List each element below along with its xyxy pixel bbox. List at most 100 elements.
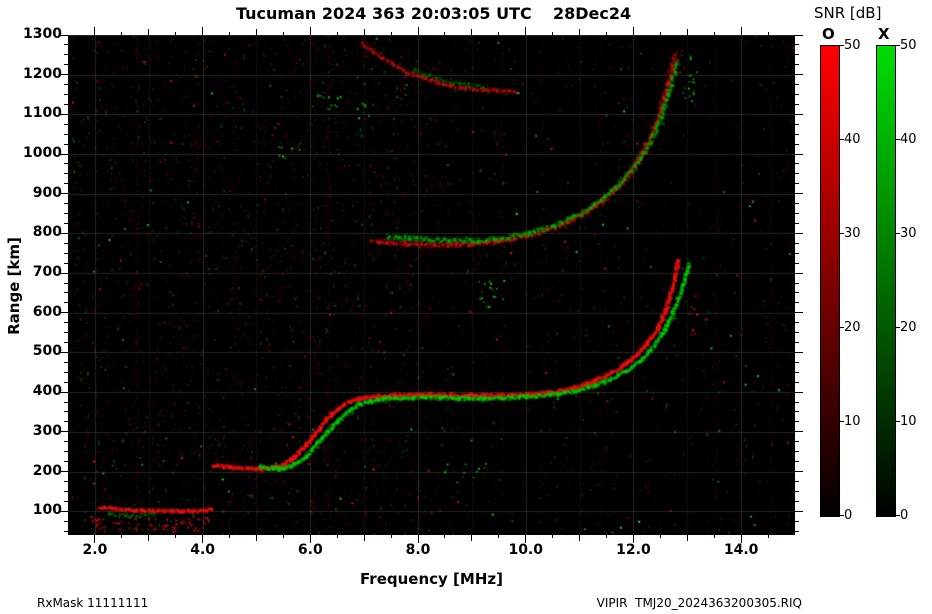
o-colorbar-tick-label: 30 bbox=[844, 226, 861, 241]
o-colorbar-tick-label: 40 bbox=[844, 132, 861, 147]
y-axis-tick bbox=[64, 282, 68, 284]
y-axis-tick bbox=[64, 213, 68, 215]
y-axis-tick bbox=[795, 461, 799, 463]
x-axis-tick bbox=[525, 27, 527, 35]
y-axis-tick bbox=[795, 133, 799, 135]
y-axis-tick bbox=[64, 84, 68, 86]
x-axis-tick bbox=[336, 535, 338, 538]
y-tick-label: 300 bbox=[32, 422, 62, 439]
y-axis-tick bbox=[795, 401, 799, 403]
x-colorbar-tick bbox=[896, 232, 900, 234]
y-axis-tick bbox=[795, 64, 799, 66]
y-axis-tick bbox=[795, 153, 803, 155]
y-tick-label: 700 bbox=[32, 264, 62, 281]
y-axis-tick bbox=[64, 480, 68, 482]
y-axis-tick bbox=[795, 421, 799, 423]
y-axis-tick bbox=[64, 222, 68, 224]
y-axis-tick bbox=[64, 361, 68, 363]
y-axis-tick bbox=[795, 272, 803, 274]
y-axis-tick bbox=[64, 242, 68, 244]
o-colorbar-tick bbox=[840, 420, 844, 422]
x-axis-tick bbox=[659, 32, 661, 35]
y-axis-tick bbox=[795, 441, 799, 443]
x-axis-tick bbox=[336, 32, 338, 35]
y-tick-label: 1200 bbox=[23, 65, 62, 82]
y-axis-tick bbox=[60, 471, 68, 472]
x-axis-tick bbox=[525, 535, 527, 543]
y-tick-label: 600 bbox=[32, 303, 62, 320]
y-axis-tick bbox=[64, 292, 68, 294]
y-tick-label: 900 bbox=[32, 184, 62, 201]
x-colorbar-tick bbox=[896, 44, 900, 46]
x-tick-label: 10.0 bbox=[508, 542, 543, 558]
x-axis-tick bbox=[444, 32, 446, 35]
x-axis-tick bbox=[498, 535, 500, 538]
x-colorbar-tick bbox=[896, 514, 900, 516]
y-axis-tick bbox=[795, 84, 799, 86]
y-axis-tick bbox=[795, 222, 799, 224]
x-axis-tick bbox=[148, 29, 150, 35]
o-colorbar-tick bbox=[840, 514, 844, 516]
x-axis-tick bbox=[121, 535, 123, 538]
y-axis-tick bbox=[64, 421, 68, 423]
x-colorbar-tick bbox=[896, 420, 900, 422]
x-axis-tick bbox=[255, 535, 257, 541]
y-axis-tick bbox=[795, 262, 799, 264]
y-axis-tick bbox=[795, 500, 799, 502]
x-axis-tick bbox=[552, 32, 554, 35]
y-axis-tick bbox=[60, 232, 68, 234]
x-axis-tick bbox=[202, 535, 204, 543]
y-axis-tick bbox=[795, 232, 803, 234]
x-axis-tick bbox=[417, 27, 419, 35]
y-axis-tick bbox=[64, 500, 68, 502]
y-axis-tick bbox=[64, 64, 68, 66]
y-axis-tick bbox=[64, 461, 68, 463]
x-tick-label: 8.0 bbox=[405, 542, 431, 558]
y-tick-label: 500 bbox=[32, 343, 62, 360]
y-axis-tick bbox=[64, 183, 68, 185]
x-axis-tick bbox=[229, 535, 231, 538]
x-axis-tick bbox=[94, 27, 96, 35]
o-colorbar-tick-label: 50 bbox=[844, 38, 861, 53]
x-colorbar-tick-label: 10 bbox=[900, 414, 917, 429]
x-axis-tick bbox=[363, 535, 365, 541]
x-axis-tick bbox=[309, 27, 311, 35]
y-tick-label: 400 bbox=[32, 383, 62, 400]
y-axis-tick bbox=[60, 391, 68, 393]
x-axis-tick bbox=[579, 29, 581, 35]
y-axis-tick bbox=[795, 312, 803, 314]
x-axis-tick bbox=[309, 535, 311, 543]
x-axis-tick bbox=[390, 32, 392, 35]
x-axis-tick bbox=[632, 27, 634, 35]
x-axis-tick bbox=[579, 535, 581, 541]
y-axis-tick bbox=[795, 510, 803, 512]
x-axis-tick bbox=[202, 27, 204, 35]
y-axis-tick bbox=[64, 203, 68, 205]
x-tick-label: 4.0 bbox=[190, 542, 216, 558]
y-axis-tick bbox=[64, 411, 68, 413]
y-axis-tick bbox=[64, 371, 68, 373]
y-tick-label: 100 bbox=[32, 502, 62, 519]
y-axis-tick bbox=[795, 34, 803, 36]
y-axis-tick bbox=[795, 163, 799, 165]
y-axis-tick bbox=[64, 530, 68, 532]
y-tick-label: 200 bbox=[32, 462, 62, 479]
y-axis-tick bbox=[60, 74, 68, 76]
x-axis-tick bbox=[686, 535, 688, 541]
y-axis-tick bbox=[60, 351, 68, 353]
y-axis-tick bbox=[60, 113, 68, 115]
y-axis-tick bbox=[64, 332, 68, 334]
x-axis-tick bbox=[713, 32, 715, 35]
colorbar-title: SNR [dB] bbox=[814, 4, 882, 22]
y-axis-tick bbox=[795, 451, 799, 453]
y-axis-tick bbox=[60, 312, 68, 314]
y-axis-tick bbox=[64, 143, 68, 145]
x-axis-title: Frequency [MHz] bbox=[360, 570, 503, 588]
y-axis-tick bbox=[64, 163, 68, 165]
o-colorbar-tick-label: 10 bbox=[844, 414, 861, 429]
y-tick-label: 1300 bbox=[23, 26, 62, 42]
y-axis-tick bbox=[795, 391, 803, 393]
y-axis-tick bbox=[795, 103, 799, 105]
y-axis-tick bbox=[795, 252, 799, 254]
y-axis-tick bbox=[64, 44, 68, 46]
